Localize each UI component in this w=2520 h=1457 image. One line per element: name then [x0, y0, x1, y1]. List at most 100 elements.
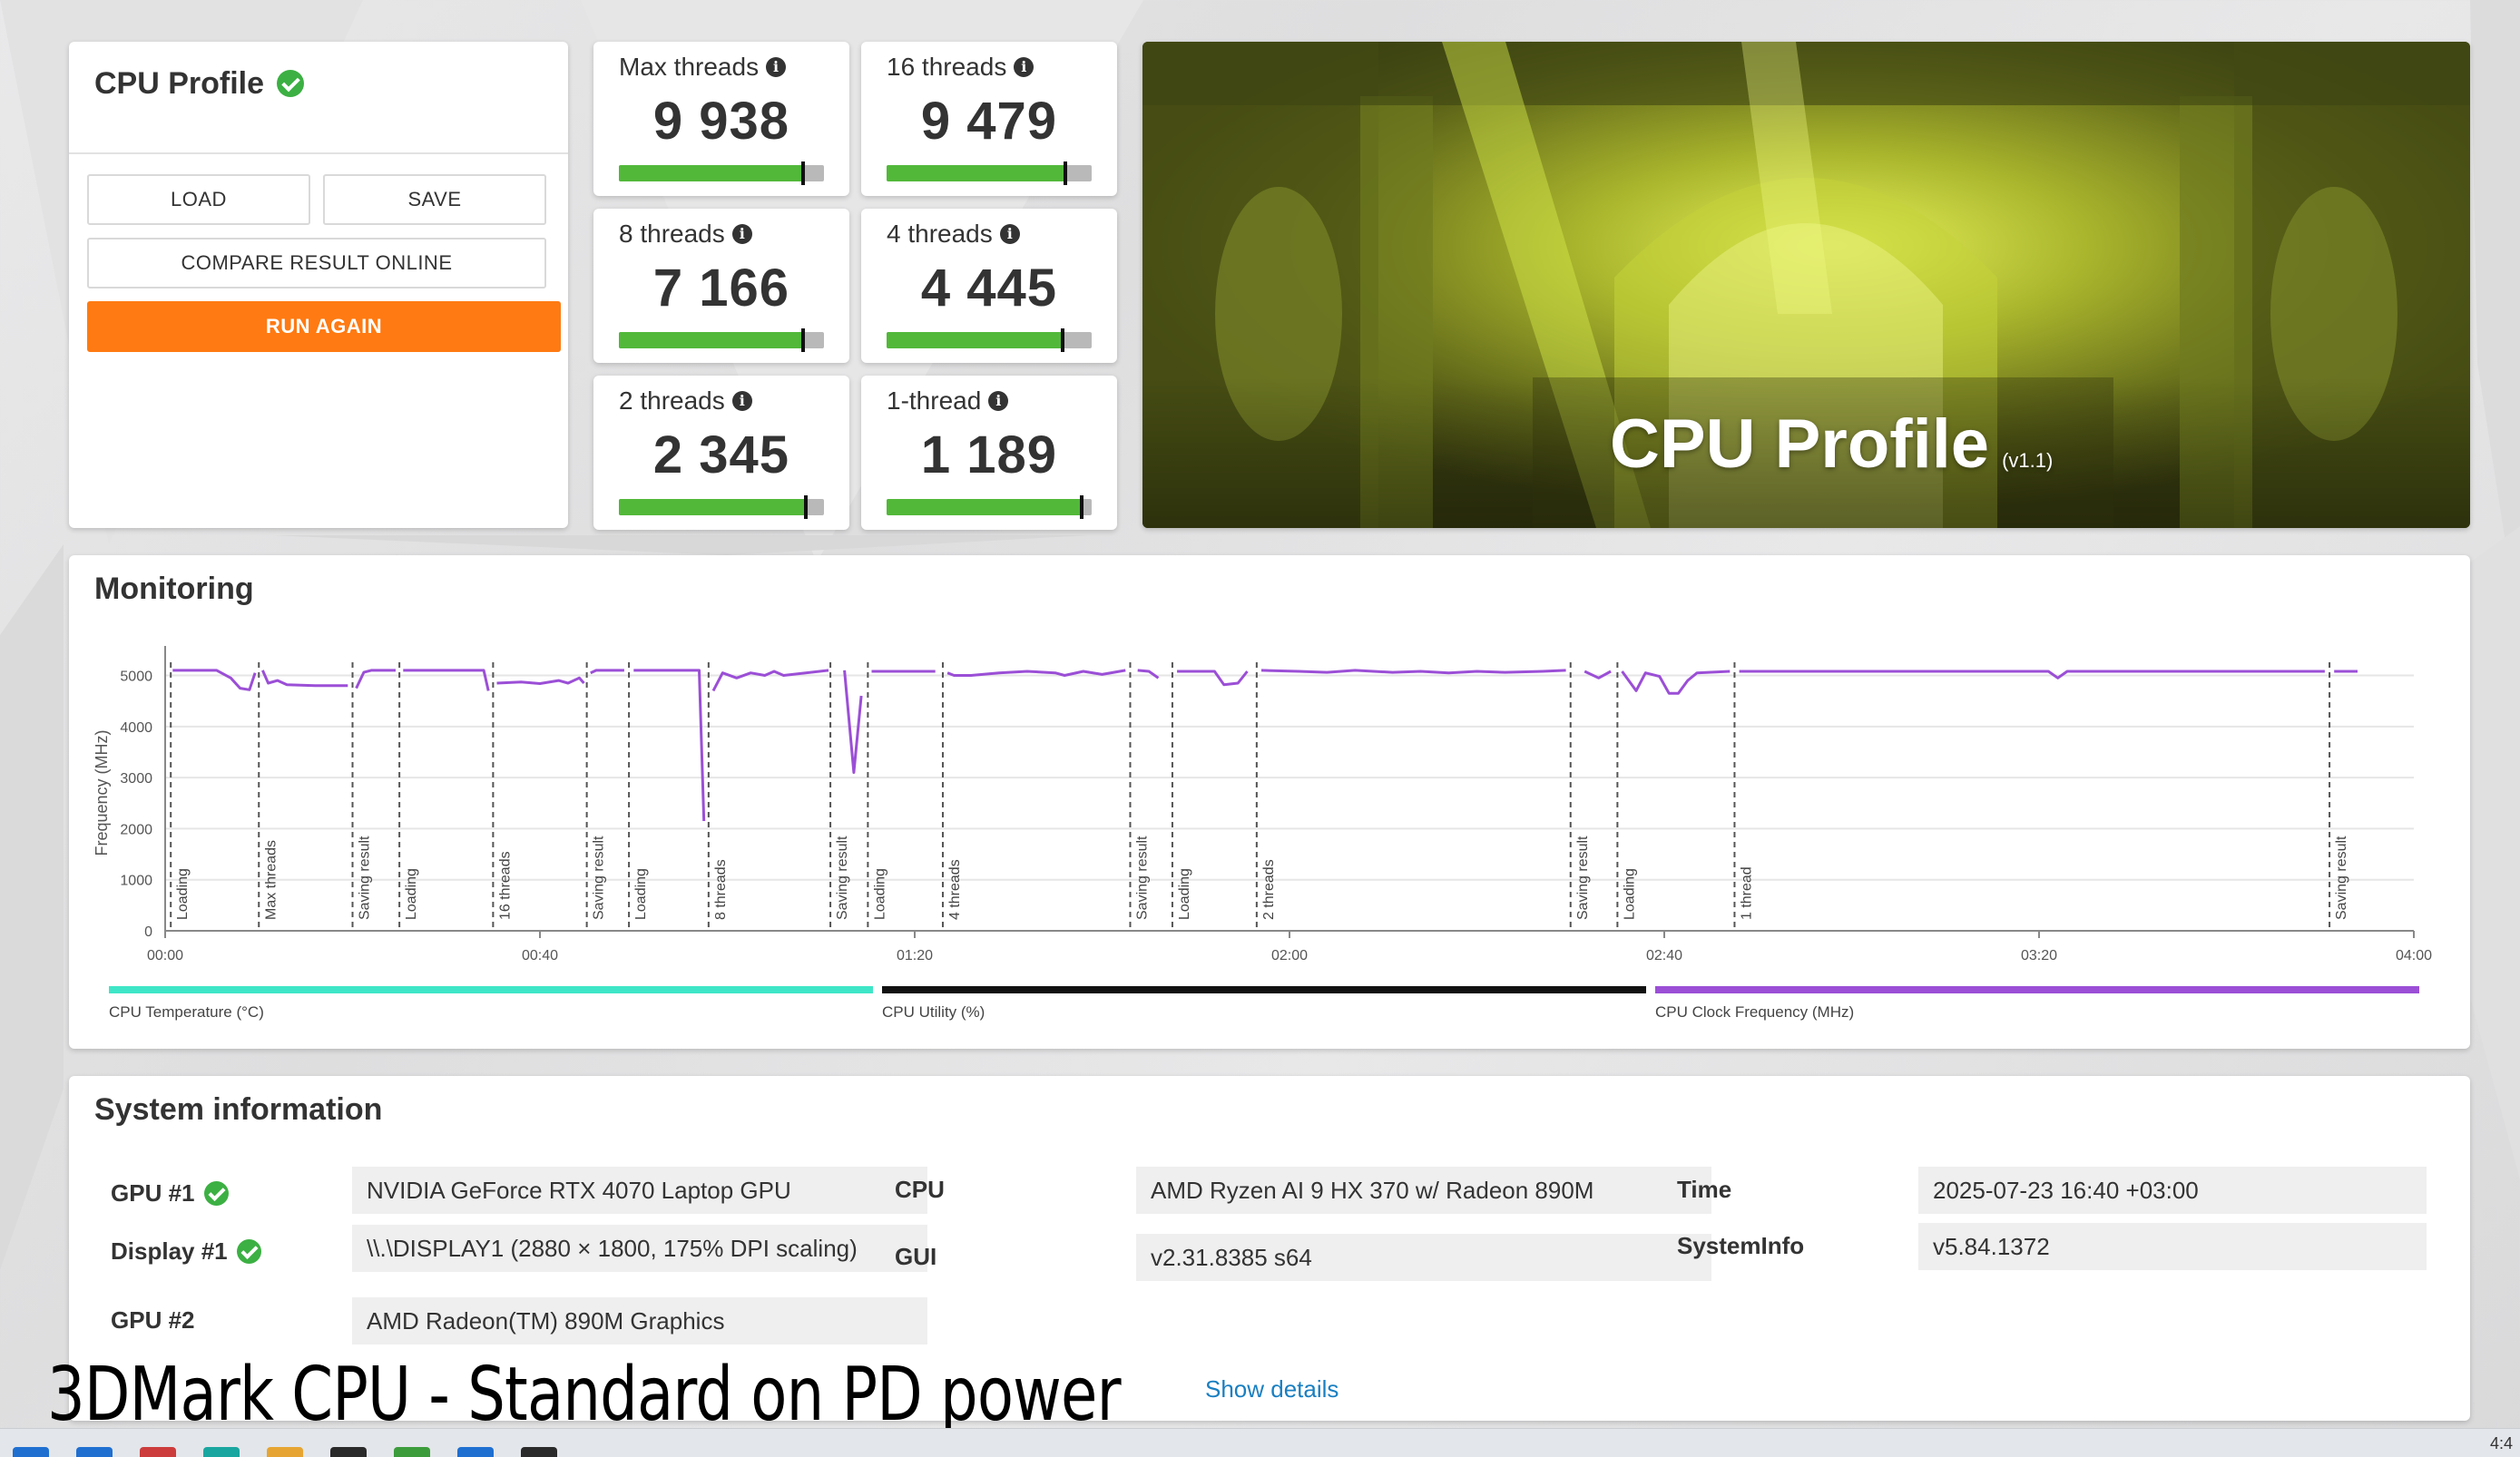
x-tick-label: 02:00	[1271, 948, 1308, 963]
score-bar	[619, 495, 824, 519]
score-value: 2 345	[652, 425, 790, 484]
score-bar-marker	[1061, 328, 1064, 352]
sysinfo-label: Time	[1677, 1176, 1731, 1204]
score-tile: 8 threads i 7 166	[593, 209, 849, 363]
info-icon[interactable]: i	[999, 224, 1020, 244]
x-tick-label: 00:40	[522, 948, 558, 963]
load-button[interactable]: LOAD	[87, 174, 310, 225]
phase-label: Loading	[1622, 868, 1637, 920]
frequency-series-line	[261, 670, 348, 688]
phase-label: 8 threads	[713, 859, 729, 920]
info-icon[interactable]: i	[1014, 57, 1034, 77]
phase-label: Loading	[1177, 868, 1192, 920]
score-label: 4 threads i	[887, 220, 1020, 249]
phase-label: Loading	[872, 868, 887, 920]
taskbar-app-icon[interactable]	[13, 1447, 49, 1457]
score-label: 16 threads i	[887, 53, 1034, 82]
score-bar-marker	[801, 161, 805, 185]
save-button[interactable]: SAVE	[323, 174, 546, 225]
score-bar	[619, 328, 824, 352]
score-label-text: 4 threads	[887, 220, 993, 248]
score-tile: 16 threads i 9 479	[861, 42, 1117, 196]
x-tick-label: 01:20	[897, 948, 933, 963]
frequency-series-line	[843, 670, 863, 774]
profile-title-row: CPU Profile	[94, 60, 305, 107]
frequency-series-line	[1260, 669, 1566, 675]
frequency-series-line	[403, 669, 490, 691]
score-label: 8 threads i	[619, 220, 752, 249]
score-bar	[619, 161, 824, 185]
monitoring-panel: Monitoring 0 1000 2000 3000 4000 5000 Frequenc…	[69, 555, 2470, 1049]
frequency-series-line	[355, 669, 396, 689]
frequency-series-line	[496, 676, 585, 685]
frequency-series-line	[1177, 670, 1249, 687]
legend-bar	[882, 986, 1646, 993]
sysinfo-label: GPU #2	[111, 1306, 195, 1335]
sysinfo-label: Display #1	[111, 1237, 261, 1266]
banner-version: (v1.1)	[2002, 449, 2054, 472]
sysinfo-label-text: GPU #2	[111, 1306, 195, 1334]
info-icon[interactable]: i	[766, 57, 787, 77]
score-tile: 1-thread i 1 189	[861, 376, 1117, 530]
phase-label: Saving result	[592, 836, 607, 920]
sysinfo-label: GPU #1	[111, 1179, 229, 1208]
y-tick-label: 0	[144, 924, 152, 940]
score-bar	[887, 161, 1092, 185]
phase-label: Loading	[404, 868, 419, 920]
y-tick-label: 3000	[120, 771, 152, 787]
taskbar-app-icon[interactable]	[394, 1447, 430, 1457]
taskbar-app-icon[interactable]	[140, 1447, 176, 1457]
taskbar-app-icon[interactable]	[267, 1447, 303, 1457]
score-label: Max threads i	[619, 53, 787, 82]
score-value: 4 445	[920, 259, 1058, 318]
sysinfo-value: v5.84.1372	[1918, 1223, 2427, 1270]
frequency-series-line	[633, 669, 706, 822]
taskbar-clock: 4:4	[2489, 1434, 2513, 1452]
phase-label: Saving result	[835, 836, 850, 920]
phase-label: 1 thread	[1739, 866, 1754, 920]
compare-result-online-button[interactable]: COMPARE RESULT ONLINE	[87, 238, 546, 288]
score-tile: 4 threads i 4 445	[861, 209, 1117, 363]
frequency-series-line	[1137, 669, 1160, 680]
y-tick-label: 4000	[120, 720, 152, 736]
divider	[69, 152, 568, 154]
phase-label: Loading	[175, 868, 191, 920]
phase-label: Saving result	[358, 836, 373, 920]
taskbar-app-icon[interactable]	[521, 1447, 557, 1457]
score-label: 1-thread i	[887, 386, 1009, 416]
sysinfo-label-text: GPU #1	[111, 1179, 195, 1207]
x-tick-label: 02:40	[1646, 948, 1682, 963]
taskbar-app-icon[interactable]	[330, 1447, 367, 1457]
phase-label: Saving result	[1134, 836, 1150, 920]
cpu-profile-banner: CPU Profile (v1.1)	[1142, 42, 2470, 528]
info-icon[interactable]: i	[731, 224, 752, 244]
profile-panel: CPU Profile LOAD SAVE COMPARE RESULT ONL…	[69, 42, 568, 528]
frequency-series-line	[1584, 670, 1612, 680]
frequency-series-line	[711, 669, 829, 692]
show-details-link[interactable]: Show details	[1205, 1375, 1339, 1403]
score-bar-fill	[887, 165, 1065, 181]
taskbar-app-icon[interactable]	[457, 1447, 494, 1457]
run-again-button[interactable]: RUN AGAIN	[87, 301, 561, 352]
score-value: 1 189	[920, 425, 1058, 484]
banner-artwork	[1142, 42, 2470, 528]
y-tick-label: 2000	[120, 822, 152, 837]
score-bar-fill	[619, 499, 806, 515]
score-tile: Max threads i 9 938	[593, 42, 849, 196]
score-bar-marker	[804, 495, 808, 519]
sysinfo-label-text: Display #1	[111, 1237, 228, 1265]
frequency-series-line	[1739, 670, 2325, 680]
banner-title: CPU Profile (v1.1)	[1610, 405, 2053, 484]
taskbar-app-icon[interactable]	[203, 1447, 240, 1457]
phase-label: 4 threads	[947, 859, 963, 920]
score-tile: 2 threads i 2 345	[593, 376, 849, 530]
sysinfo-label-text: SystemInfo	[1677, 1232, 1805, 1259]
info-icon[interactable]: i	[988, 391, 1009, 411]
sysinfo-value: \\.\DISPLAY1 (2880 × 1800, 175% DPI scal…	[352, 1225, 927, 1272]
y-axis-label: Frequency (MHz)	[93, 729, 111, 856]
score-bar-fill	[887, 332, 1063, 348]
taskbar-app-icon[interactable]	[76, 1447, 113, 1457]
legend-label: CPU Utility (%)	[882, 1003, 985, 1021]
info-icon[interactable]: i	[731, 391, 752, 411]
score-label-text: 2 threads	[619, 386, 725, 415]
